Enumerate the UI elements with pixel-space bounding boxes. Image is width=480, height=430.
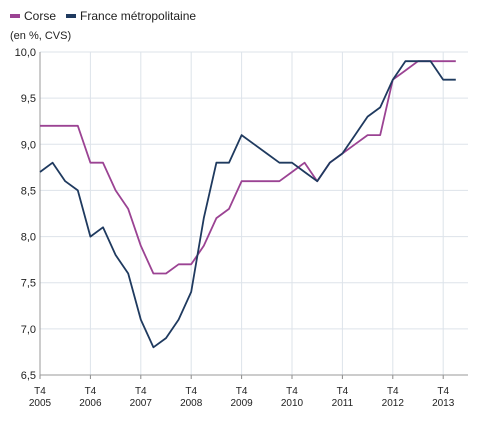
- y-tick-label: 8,0: [21, 232, 36, 244]
- y-tick-label: 8,5: [21, 185, 36, 197]
- x-tick-label-year: 2008: [180, 398, 203, 409]
- y-tick-label: 9,0: [21, 139, 36, 151]
- x-tick-label-quarter: T4: [34, 386, 46, 397]
- legend-swatch-france: [66, 14, 77, 18]
- legend-item-corse: Corse: [10, 9, 56, 23]
- legend-label-france: France métropolitaine: [80, 9, 197, 23]
- x-tick-label-year: 2006: [79, 398, 102, 409]
- legend-label-corse: Corse: [24, 9, 57, 23]
- x-tick-label-year: 2005: [29, 398, 52, 409]
- x-tick-label-year: 2009: [230, 398, 253, 409]
- chart-legend: Corse France métropolitaine: [10, 9, 196, 23]
- x-tick-label-year: 2012: [382, 398, 405, 409]
- x-tick-label-quarter: T4: [135, 386, 147, 397]
- y-tick-label: 9,5: [21, 93, 36, 105]
- x-tick-label-quarter: T4: [437, 386, 449, 397]
- x-tick-label-year: 2007: [130, 398, 153, 409]
- x-tick-label-year: 2013: [432, 398, 455, 409]
- x-tick-label-year: 2010: [281, 398, 304, 409]
- unit-label: (en %, CVS): [10, 30, 72, 42]
- y-tick-label: 7,5: [21, 278, 36, 290]
- x-tick-label-year: 2011: [332, 398, 354, 409]
- x-tick-label-quarter: T4: [387, 386, 399, 397]
- x-tick-label-quarter: T4: [85, 386, 97, 397]
- y-tick-label: 10,0: [15, 47, 36, 59]
- y-tick-label: 7,0: [21, 324, 36, 336]
- x-tick-label-quarter: T4: [236, 386, 248, 397]
- x-tick-label-quarter: T4: [185, 386, 197, 397]
- legend-swatch-corse: [10, 14, 20, 18]
- series-line-france: [39, 60, 456, 349]
- series-line-corse: [40, 60, 456, 275]
- legend-item-france: France métropolitaine: [66, 9, 196, 23]
- x-tick-label-quarter: T4: [337, 386, 349, 397]
- y-tick-label: 6,5: [21, 370, 36, 382]
- x-tick-label-quarter: T4: [286, 386, 298, 397]
